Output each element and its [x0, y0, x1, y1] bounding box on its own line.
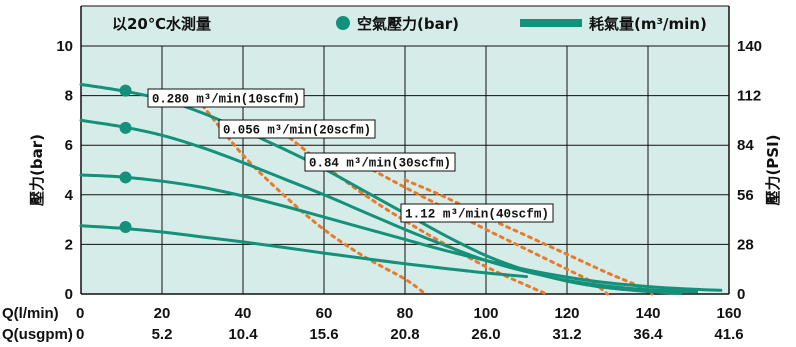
consumption-label-text-3: 1.12 m³/min(40scfm) — [405, 208, 549, 222]
y-left-tick-2: 4 — [65, 187, 74, 204]
pressure-marker-2bar — [119, 221, 132, 234]
x-tick-usgpm-4: 20.8 — [390, 326, 419, 343]
x-tick-usgpm-8: 41.6 — [714, 326, 743, 343]
consumption-label-3: 1.12 m³/min(40scfm) — [400, 203, 554, 223]
x-tick-lpm-2: 40 — [235, 305, 252, 322]
consumption-label-text-1: 0.056 m³/min(20scfm) — [223, 124, 371, 138]
consumption-curve-0 — [201, 104, 427, 296]
y-right-tick-0: 0 — [737, 286, 745, 303]
x-tick-usgpm-1: 5.2 — [152, 326, 173, 343]
pressure-curve-4bar — [79, 173, 723, 292]
y-left-tick-0: 0 — [65, 286, 73, 303]
y-right-tick-3: 84 — [737, 137, 754, 154]
consumption-label-box-3 — [400, 203, 554, 223]
x-tick-lpm-8: 160 — [716, 305, 741, 322]
y-left-tick-5: 10 — [56, 38, 73, 55]
x-tick-lpm-7: 140 — [635, 305, 660, 322]
x-tick-lpm-1: 20 — [154, 305, 171, 322]
y-right-axis-title: 壓力(PSI) — [764, 134, 782, 205]
consumption-label-1: 0.056 m³/min(20scfm) — [218, 119, 376, 139]
legend-consumption-label: 耗氣量(m³/min) — [589, 15, 707, 33]
x-axis-row2-label: Q(usgpm) — [2, 326, 73, 343]
x-tick-usgpm-6: 31.2 — [552, 326, 581, 343]
x-tick-usgpm-3: 15.6 — [309, 326, 338, 343]
pressure-marker-6bar — [119, 121, 132, 134]
y-left-tick-4: 8 — [65, 88, 73, 105]
consumption-label-0: 0.280 m³/min(10scfm) — [147, 88, 305, 108]
x-tick-usgpm-7: 36.4 — [633, 326, 663, 343]
consumption-label-text-0: 0.280 m³/min(10scfm) — [152, 93, 300, 107]
y-left-axis-title: 壓力(bar) — [28, 134, 46, 206]
x-tick-usgpm-2: 10.4 — [228, 326, 258, 343]
x-tick-lpm-3: 60 — [316, 305, 333, 322]
x-axis-row1-label: Q(l/min) — [2, 305, 59, 322]
y-left-tick-3: 6 — [65, 137, 73, 154]
x-tick-usgpm-0: 0 — [76, 326, 84, 343]
consumption-label-2: 0.84 m³/min(30scfm) — [304, 152, 456, 172]
x-tick-lpm-6: 120 — [554, 305, 579, 322]
x-tick-lpm-4: 80 — [397, 305, 414, 322]
pressure-marker-8bar — [119, 84, 132, 97]
y-right-tick-5: 140 — [737, 38, 762, 55]
consumption-label-box-0 — [147, 88, 305, 108]
consumption-label-box-2 — [304, 152, 456, 172]
legend-title: 以20℃水測量 — [112, 15, 211, 33]
y-left-tick-1: 2 — [65, 236, 73, 253]
consumption-label-box-1 — [218, 119, 376, 139]
consumption-label-text-2: 0.84 m³/min(30scfm) — [309, 157, 451, 171]
pressure-marker-4bar — [119, 171, 132, 184]
y-right-tick-1: 28 — [737, 236, 754, 253]
legend-pressure-label: 空氣壓力(bar) — [357, 15, 459, 33]
y-right-tick-4: 112 — [737, 88, 761, 105]
legend-consumption-swatch — [520, 19, 582, 27]
x-tick-usgpm-5: 26.0 — [471, 326, 500, 343]
pressure-curve-6bar — [79, 118, 699, 294]
x-tick-lpm-0: 0 — [76, 305, 84, 322]
legend-pressure-swatch — [336, 16, 350, 30]
pressure-curve-2bar — [79, 224, 528, 279]
y-right-tick-2: 56 — [737, 187, 754, 204]
x-tick-lpm-5: 100 — [473, 305, 498, 322]
